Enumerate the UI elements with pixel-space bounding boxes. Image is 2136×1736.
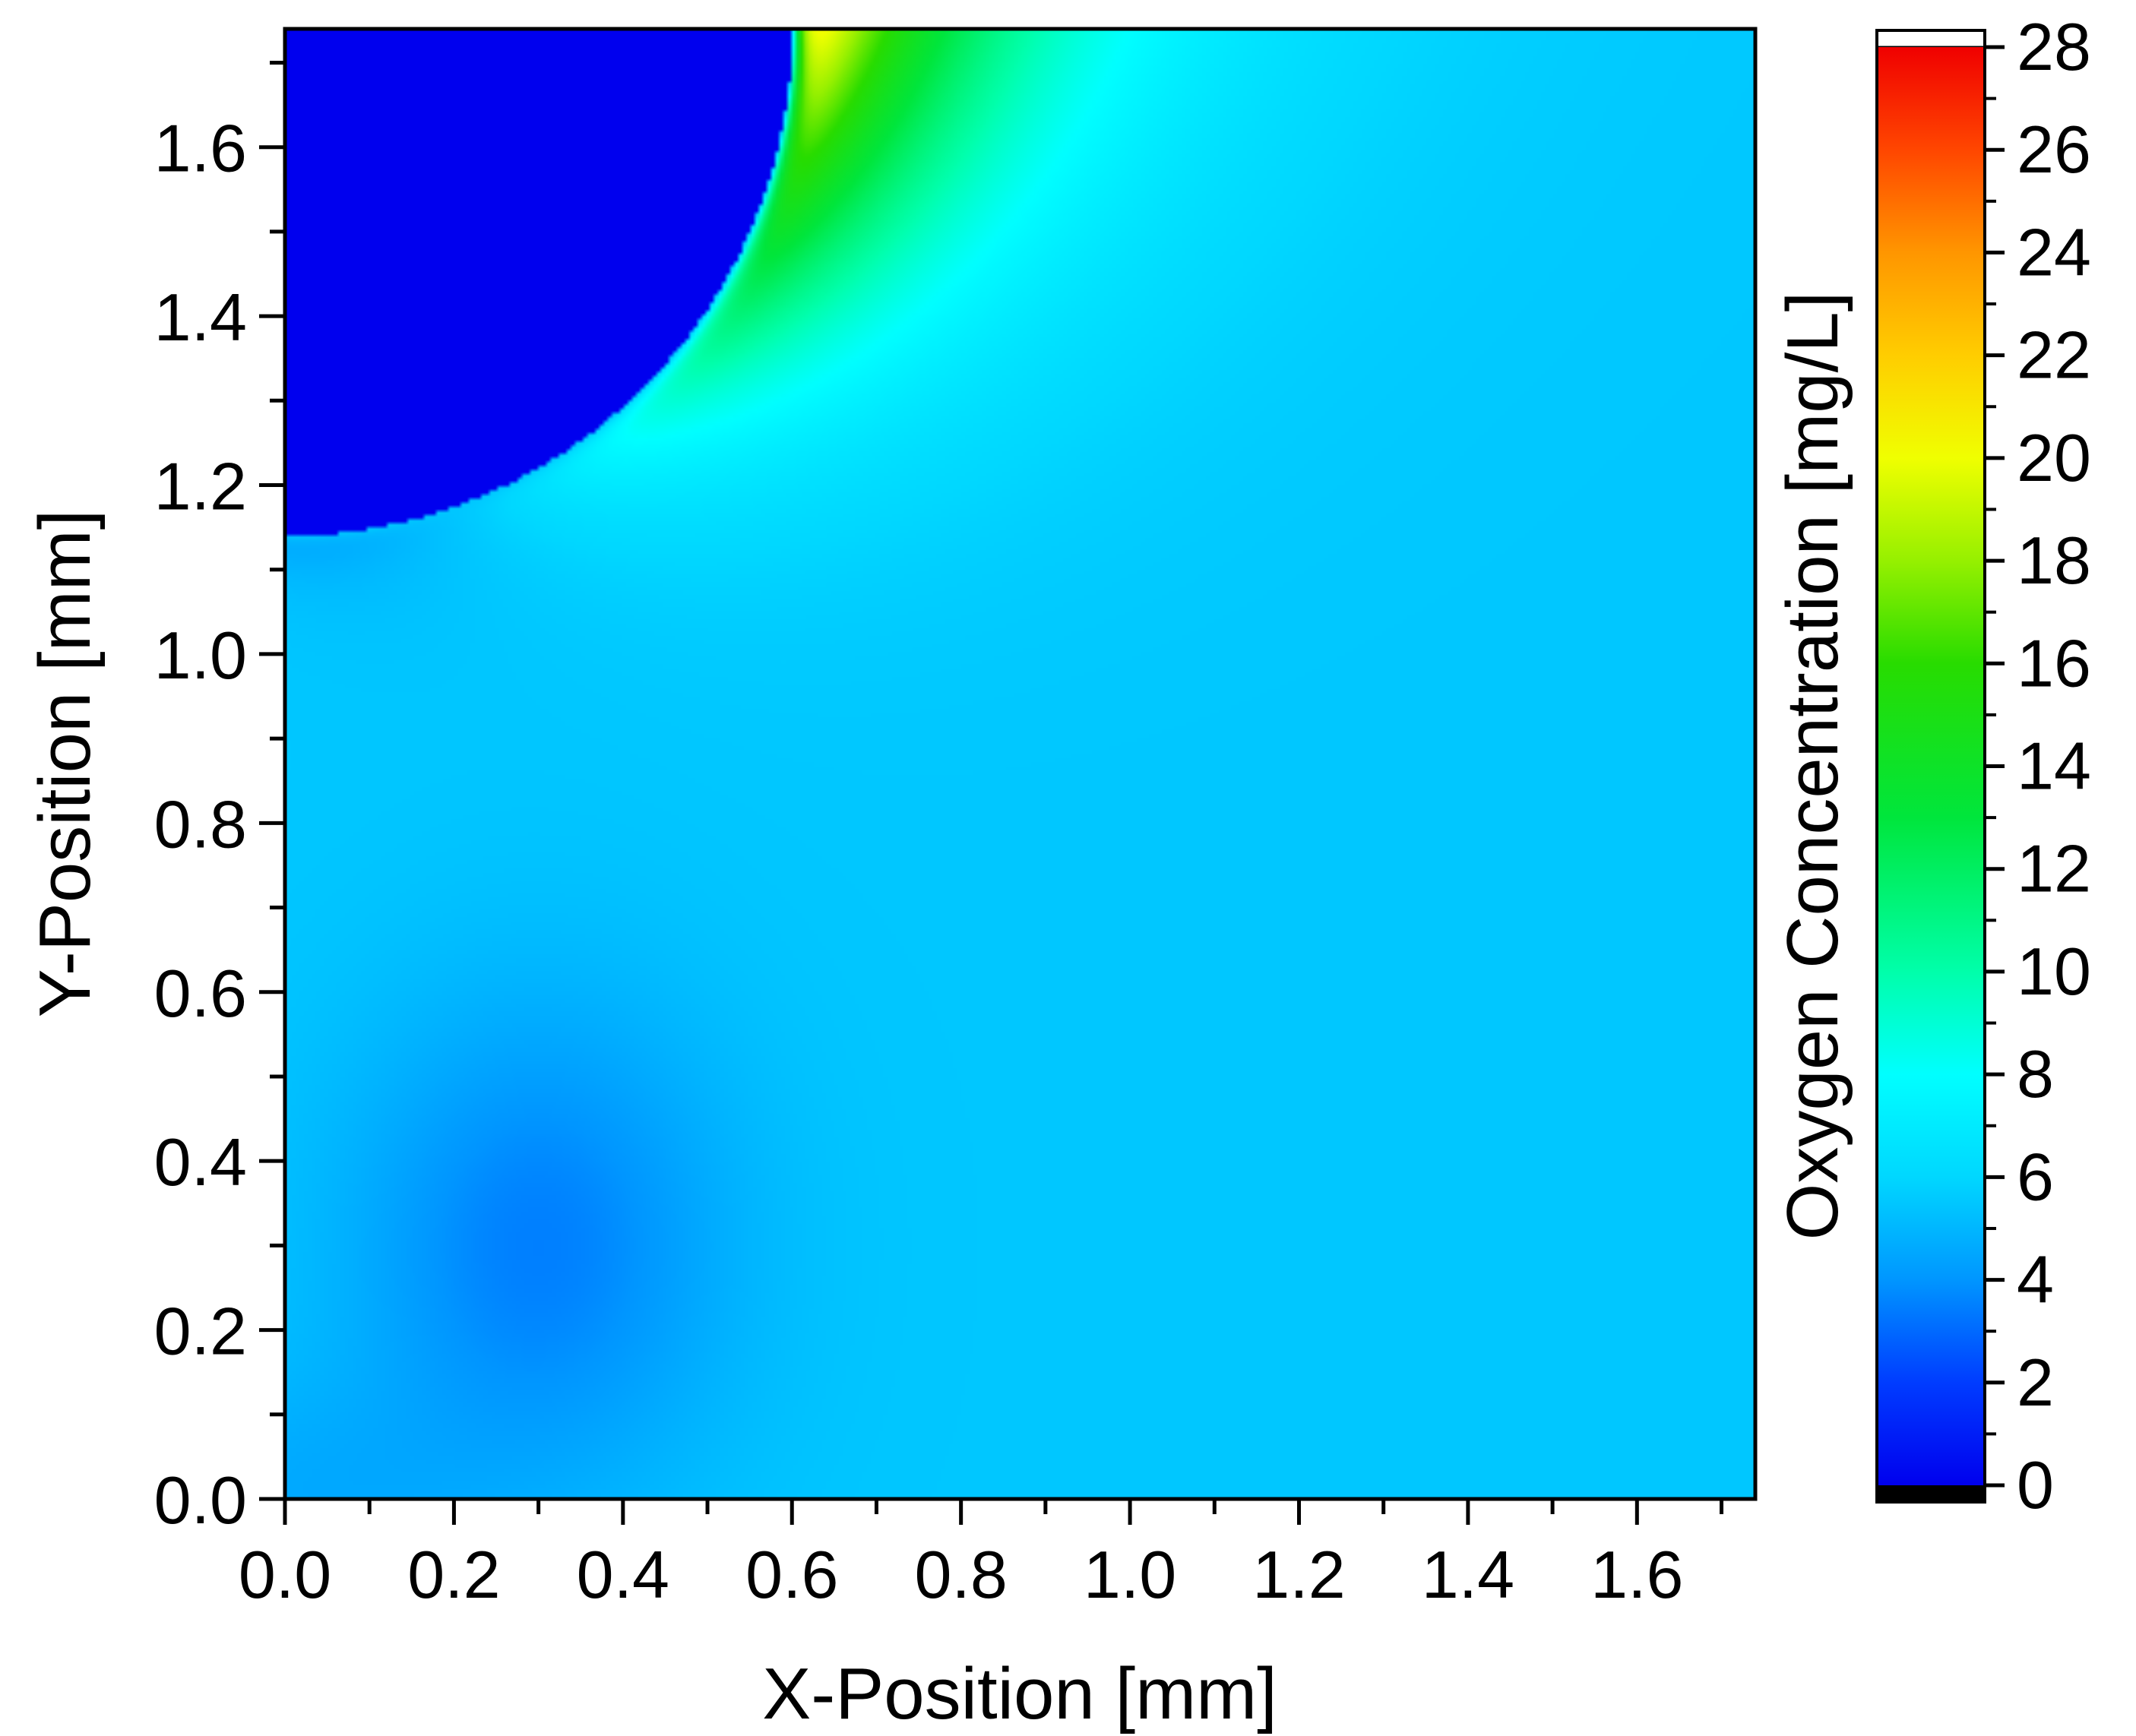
colorbar-tick-label: 2 xyxy=(2017,1345,2054,1420)
x-axis-ticks: 0.0 0.2 0.4 0.6 0.8 1.0 1.2 1.4 1.6 xyxy=(239,1499,1724,1612)
heatmap xyxy=(285,29,1755,1499)
colorbar-tick-label: 6 xyxy=(2017,1139,2054,1214)
plot-frame xyxy=(283,27,1758,1501)
colorbar-tick-label: 10 xyxy=(2017,934,2091,1009)
x-axis-label: X-Position [mm] xyxy=(762,1653,1277,1734)
colorbar-over-swatch xyxy=(1875,29,1986,49)
y-tick-label: 0.2 xyxy=(154,1294,247,1369)
y-tick-label: 0.8 xyxy=(154,786,247,862)
colorbar-tick-label: 14 xyxy=(2017,729,2091,804)
y-tick-label: 1.6 xyxy=(154,111,247,186)
colorbar-tick-label: 0 xyxy=(2017,1447,2054,1523)
colorbar-tick-label: 20 xyxy=(2017,420,2091,495)
y-tick-label: 1.4 xyxy=(154,280,247,355)
x-tick-label: 0.0 xyxy=(239,1537,331,1612)
colorbar-tick-label: 22 xyxy=(2017,318,2091,393)
colorbar-tick-label: 16 xyxy=(2017,625,2091,700)
colorbar-tick-label: 18 xyxy=(2017,523,2091,598)
colorbar-tick-label: 4 xyxy=(2017,1242,2054,1317)
colorbar-tick-label: 24 xyxy=(2017,214,2091,289)
x-tick-label: 0.2 xyxy=(407,1537,500,1612)
x-tick-label: 1.2 xyxy=(1252,1537,1345,1612)
y-tick-label: 0.4 xyxy=(154,1124,247,1200)
y-tick-label: 0.0 xyxy=(154,1462,247,1538)
y-tick-label: 0.6 xyxy=(154,956,247,1031)
y-axis-ticks: 0.0 0.2 0.4 0.6 0.8 1.0 1.2 1.4 1.6 xyxy=(154,60,285,1538)
x-tick-label: 1.0 xyxy=(1084,1537,1176,1612)
colorbar-tick-label: 8 xyxy=(2017,1036,2054,1111)
colorbar-label: Oxygen Concentration [mg/L] xyxy=(1772,292,1853,1241)
x-tick-label: 0.6 xyxy=(745,1537,838,1612)
x-tick-label: 0.8 xyxy=(914,1537,1007,1612)
colorbar-tick-label: 28 xyxy=(2017,9,2091,84)
colorbar-gradient xyxy=(1877,47,1985,1485)
colorbar-under-swatch xyxy=(1877,1485,1985,1502)
x-tick-label: 0.4 xyxy=(577,1537,669,1612)
y-axis-label: Y-Position [mm] xyxy=(24,510,106,1018)
x-tick-label: 1.4 xyxy=(1422,1537,1514,1612)
colorbar-tick-label: 26 xyxy=(2017,112,2091,187)
colorbar-tick-label: 12 xyxy=(2017,831,2091,906)
heatmap-image xyxy=(285,29,1755,1499)
y-tick-label: 1.2 xyxy=(154,449,247,524)
y-tick-label: 1.0 xyxy=(154,618,247,693)
x-tick-label: 1.6 xyxy=(1590,1537,1683,1612)
